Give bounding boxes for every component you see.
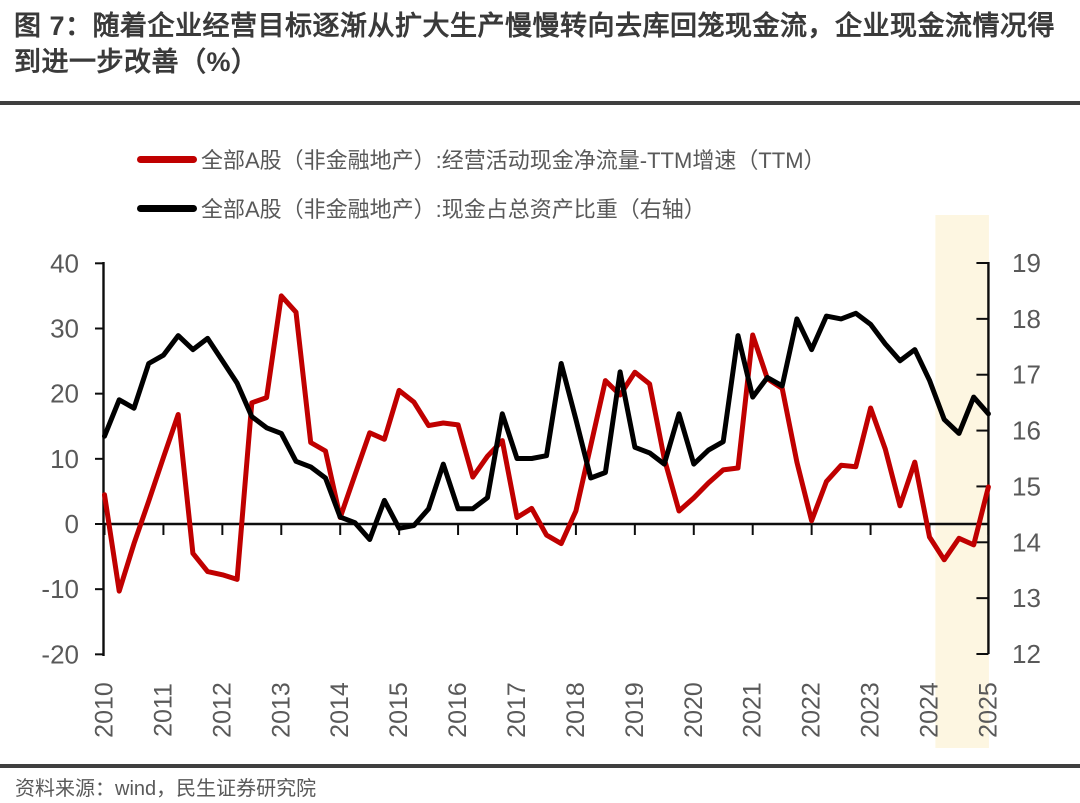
right-axis-tick-label: 19 [1012, 248, 1041, 278]
right-axis: 19 18 17 16 15 14 13 12 [976, 248, 1041, 669]
black-line-swatch-icon [137, 204, 197, 212]
highlight-band [935, 215, 989, 748]
left-axis: 40 30 20 10 0 -10 -20 [41, 248, 105, 669]
x-axis-year-label: 2018 [562, 682, 590, 738]
left-axis-tick-label: -10 [41, 574, 79, 604]
left-axis-tick-label: 40 [50, 248, 79, 278]
red-line-swatch-icon [137, 155, 197, 163]
x-axis-year-label: 2012 [208, 682, 236, 738]
x-axis: 2010 2011 2012 2013 2014 2015 2016 2017 2018 2019… [91, 522, 1002, 738]
x-axis-year-label: 2017 [503, 682, 531, 738]
legend-label: 全部A股（非金融地产）:经营活动现金净流量-TTM增速（TTM） [201, 148, 826, 173]
x-axis-year-label: 2013 [267, 682, 295, 738]
series-line-cash-ratio [102, 310, 991, 542]
top-divider [0, 101, 1080, 105]
source-note: 资料来源：wind，民生证券研究院 [15, 778, 317, 800]
x-axis-year-label: 2015 [385, 682, 413, 738]
left-axis-tick-label: 0 [65, 509, 79, 539]
right-axis-tick-label: 16 [1012, 416, 1041, 446]
legend-label: 全部A股（非金融地产）:现金占总资产比重（右轴） [201, 197, 706, 222]
x-axis-year-label: 2023 [857, 682, 885, 738]
x-axis-year-label: 2025 [974, 682, 1002, 738]
x-axis-year-label: 2024 [915, 682, 943, 738]
bottom-divider [0, 764, 1080, 768]
x-axis-year-label: 2020 [680, 682, 708, 738]
legend-item-cashflow-growth: 全部A股（非金融地产）:经营活动现金净流量-TTM增速（TTM） [137, 146, 826, 173]
right-axis-tick-label: 18 [1012, 304, 1041, 334]
right-axis-tick-label: 13 [1012, 583, 1041, 613]
left-axis-tick-label: 30 [50, 313, 79, 343]
figure-title: 图 7：随着企业经营目标逐渐从扩大生产慢慢转向去库回笼现金流，企业现金流情况得到… [14, 11, 1056, 77]
x-axis-year-label: 2010 [91, 682, 119, 738]
dual-axis-line-chart: 40 30 20 10 0 -10 -20 19 18 17 16 15 14 13 12 2010 2011 2… [0, 210, 1080, 760]
left-axis-tick-label: 20 [50, 379, 79, 409]
right-axis-tick-label: 12 [1012, 639, 1041, 669]
x-axis-year-label: 2019 [621, 682, 649, 738]
right-axis-tick-label: 14 [1012, 527, 1041, 557]
right-axis-tick-label: 15 [1012, 471, 1041, 501]
left-axis-tick-label: -20 [41, 639, 79, 669]
series-line-cashflow-growth [102, 293, 991, 594]
right-axis-tick-label: 17 [1012, 360, 1041, 390]
legend-item-cash-ratio: 全部A股（非金融地产）:现金占总资产比重（右轴） [137, 195, 706, 222]
x-axis-year-label: 2022 [798, 682, 826, 738]
x-axis-year-label: 2016 [444, 682, 472, 738]
x-axis-year-label: 2021 [739, 682, 767, 738]
left-axis-tick-label: 10 [50, 444, 79, 474]
x-axis-year-label: 2011 [149, 683, 177, 737]
x-axis-year-label: 2014 [326, 682, 354, 738]
